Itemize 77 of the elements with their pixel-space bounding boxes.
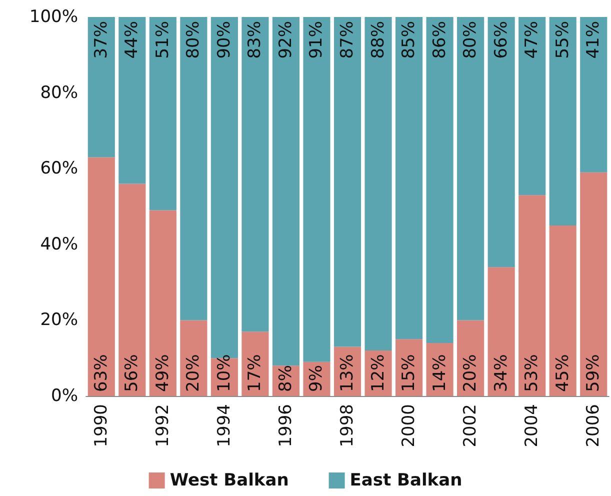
- bar: [518, 17, 546, 196]
- bar: [303, 17, 330, 362]
- data-label: 8%: [276, 365, 296, 392]
- bar: [149, 17, 176, 210]
- bar: [426, 17, 454, 343]
- x-tick-label: 1998: [338, 404, 358, 448]
- data-label: 41%: [584, 21, 604, 59]
- x-tick-label: 1996: [276, 404, 296, 448]
- data-label: 15%: [399, 354, 420, 392]
- bar: [88, 157, 115, 396]
- bar: [242, 332, 269, 396]
- bar: [488, 267, 515, 396]
- bar: [580, 172, 608, 396]
- data-label: 20%: [460, 354, 481, 392]
- data-label: 59%: [584, 354, 604, 392]
- data-label: 90%: [214, 21, 234, 59]
- y-tick-label: 60%: [40, 158, 78, 179]
- bar: [395, 17, 423, 340]
- bar: [457, 320, 484, 396]
- data-label: 45%: [552, 354, 573, 392]
- data-label: 56%: [122, 354, 142, 392]
- bar: [488, 17, 515, 268]
- bar: [118, 184, 146, 396]
- data-label: 17%: [245, 354, 266, 392]
- data-label: 44%: [122, 21, 142, 59]
- bar: [549, 17, 576, 226]
- data-label: 37%: [91, 21, 112, 59]
- data-label: 12%: [368, 354, 388, 392]
- data-label: 87%: [338, 21, 358, 59]
- bar: [457, 17, 484, 320]
- data-label: 47%: [522, 21, 542, 59]
- bar: [272, 17, 300, 366]
- data-label: 14%: [430, 354, 450, 392]
- bar: [334, 17, 362, 347]
- data-label: 53%: [522, 354, 542, 392]
- x-tick-label: 1994: [214, 404, 234, 448]
- y-tick-label: 40%: [40, 234, 78, 254]
- bar: [242, 17, 269, 332]
- x-tick-label: 2006: [584, 404, 604, 448]
- bar: [580, 17, 608, 172]
- bar: [518, 195, 546, 396]
- data-label: 20%: [184, 354, 204, 392]
- bar: [549, 225, 576, 396]
- bar: [118, 17, 146, 184]
- data-label: 85%: [399, 21, 420, 59]
- data-label: 91%: [306, 21, 327, 59]
- data-label: 66%: [491, 21, 512, 59]
- bar: [88, 17, 115, 158]
- y-tick-label: 0%: [51, 386, 78, 406]
- bar: [180, 17, 208, 320]
- bar: [180, 320, 208, 396]
- data-label: 13%: [338, 354, 358, 392]
- data-label: 51%: [152, 21, 173, 59]
- data-label: 83%: [245, 21, 266, 59]
- data-label: 9%: [306, 365, 327, 392]
- data-label: 92%: [276, 21, 296, 59]
- data-label: 88%: [368, 21, 388, 59]
- legend-label: West Balkan: [170, 470, 289, 490]
- bar: [149, 210, 176, 396]
- x-tick-label: 2000: [399, 404, 420, 448]
- data-label: 63%: [91, 354, 112, 392]
- data-label: 55%: [552, 21, 573, 59]
- data-label: 80%: [460, 21, 481, 59]
- y-tick-label: 20%: [40, 310, 78, 330]
- data-label: 49%: [152, 354, 173, 392]
- x-tick-label: 2002: [460, 404, 481, 448]
- legend-label: East Balkan: [350, 470, 462, 490]
- data-label: 10%: [214, 354, 234, 392]
- x-tick-label: 1990: [91, 404, 112, 448]
- data-label: 34%: [491, 354, 512, 392]
- data-label: 80%: [184, 21, 204, 59]
- bar: [364, 17, 392, 351]
- data-label: 86%: [430, 21, 450, 59]
- y-tick-label: 100%: [29, 7, 78, 27]
- y-tick-label: 80%: [40, 82, 78, 103]
- x-tick-label: 1992: [152, 404, 173, 448]
- x-tick-label: 2004: [522, 404, 542, 448]
